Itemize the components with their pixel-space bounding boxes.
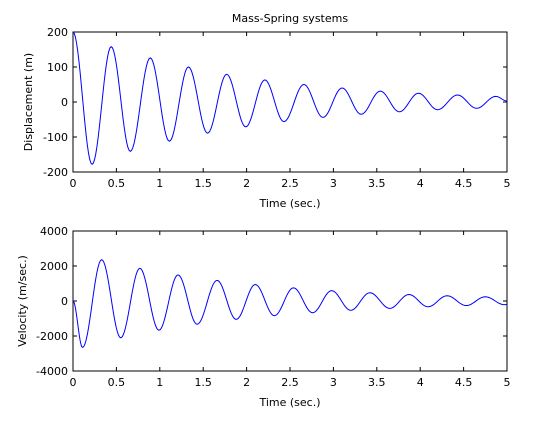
velocity-x-tick-label: 2.5 — [281, 376, 299, 389]
velocity-plot-frame — [72, 230, 508, 372]
velocity-x-tick-label: 1 — [156, 376, 163, 389]
velocity-y-tick-label: 0 — [61, 295, 68, 308]
displacement-x-axis-label: Time (sec.) — [258, 197, 320, 210]
velocity-x-tick-label: 4 — [417, 376, 424, 389]
displacement-x-tick-label: 1 — [156, 177, 163, 190]
displacement-plot-title: Mass-Spring systems — [232, 12, 348, 25]
displacement-y-axis-label: Displacement (m) — [22, 53, 35, 151]
displacement-curve — [72, 31, 508, 166]
displacement-y-tick-label: 0 — [61, 96, 68, 109]
displacement-y-tick-label: 200 — [47, 26, 68, 39]
displacement-y-ticks: -200 -100 0 100 200 — [43, 26, 507, 179]
displacement-x-tick-label: 2 — [243, 177, 250, 190]
displacement-x-tick-label: 5 — [504, 177, 511, 190]
displacement-y-tick-label: -100 — [43, 131, 68, 144]
displacement-x-tick-label: 0 — [70, 177, 77, 190]
displacement-x-tick-label: 2.5 — [281, 177, 299, 190]
displacement-x-tick-label: 3.5 — [368, 177, 386, 190]
displacement-x-ticks: 0 0.5 1 1.5 2 2.5 3 3.5 4 4.5 5 — [70, 32, 511, 190]
velocity-y-ticks: -4000 -2000 0 2000 4000 — [36, 225, 507, 378]
velocity-y-tick-label: -4000 — [36, 365, 68, 378]
velocity-x-tick-label: 3.5 — [368, 376, 386, 389]
displacement-plot-frame — [72, 31, 508, 173]
velocity-y-tick-label: 4000 — [40, 225, 68, 238]
velocity-x-tick-label: 5 — [504, 376, 511, 389]
displacement-x-tick-label: 4 — [417, 177, 424, 190]
velocity-x-tick-label: 4.5 — [455, 376, 473, 389]
velocity-y-tick-label: -2000 — [36, 330, 68, 343]
displacement-y-tick-label: 100 — [47, 61, 68, 74]
displacement-x-tick-label: 4.5 — [455, 177, 473, 190]
velocity-x-tick-label: 3 — [330, 376, 337, 389]
displacement-y-tick-label: -200 — [43, 166, 68, 179]
velocity-x-ticks: 0 0.5 1 1.5 2 2.5 3 3.5 4 4.5 5 — [70, 231, 511, 389]
velocity-x-axis-label: Time (sec.) — [258, 396, 320, 409]
velocity-x-tick-label: 0.5 — [108, 376, 126, 389]
velocity-curve — [72, 259, 507, 348]
displacement-x-tick-label: 3 — [330, 177, 337, 190]
velocity-x-tick-label: 1.5 — [194, 376, 212, 389]
velocity-y-tick-label: 2000 — [40, 260, 68, 273]
displacement-plot: Mass-Spring systems Time (sec.) Displace… — [22, 12, 511, 210]
displacement-x-tick-label: 1.5 — [194, 177, 212, 190]
velocity-x-tick-label: 2 — [243, 376, 250, 389]
velocity-y-axis-label: Velocity (m/sec.) — [16, 255, 29, 347]
velocity-x-tick-label: 0 — [70, 376, 77, 389]
velocity-plot: Time (sec.) Velocity (m/sec.) 0 0.5 1 1.5 2 2… — [16, 225, 511, 409]
displacement-x-tick-label: 0.5 — [108, 177, 126, 190]
